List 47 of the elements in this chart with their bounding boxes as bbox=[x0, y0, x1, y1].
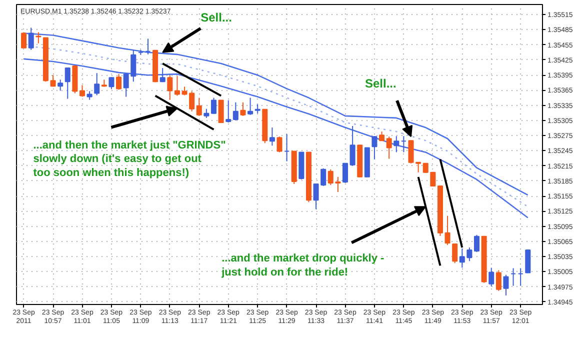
candlestick bbox=[116, 74, 122, 90]
candlestick bbox=[269, 127, 275, 146]
candlestick bbox=[510, 268, 516, 286]
annotation: Sell... bbox=[365, 76, 396, 91]
candlestick bbox=[452, 243, 458, 264]
candlestick bbox=[108, 76, 114, 90]
candlestick bbox=[386, 136, 392, 160]
candlestick bbox=[525, 250, 531, 274]
candlestick bbox=[145, 38, 151, 55]
candlestick bbox=[372, 136, 378, 160]
candlestick bbox=[28, 27, 34, 50]
candlestick bbox=[444, 215, 450, 246]
candlestick bbox=[394, 136, 400, 153]
candlestick bbox=[350, 126, 356, 166]
candlestick bbox=[94, 72, 100, 96]
candlestick bbox=[430, 172, 436, 188]
candlestick bbox=[284, 134, 290, 162]
candlestick bbox=[36, 32, 42, 44]
annotation: ...and then the market just "GRINDS" slowly down (it's easy to get out too soon when this happens!) bbox=[33, 139, 226, 179]
candlestick bbox=[496, 270, 502, 292]
candlestick bbox=[342, 162, 348, 184]
candlestick bbox=[379, 131, 385, 142]
candlestick bbox=[196, 97, 202, 116]
candlestick bbox=[218, 100, 224, 123]
candlestick bbox=[276, 136, 282, 153]
candlestick bbox=[160, 68, 166, 83]
candlestick bbox=[248, 97, 254, 116]
candlestick bbox=[174, 76, 180, 96]
candlestick bbox=[488, 267, 494, 287]
candlestick bbox=[79, 84, 86, 98]
candlestick bbox=[400, 136, 406, 153]
candlestick bbox=[232, 102, 238, 121]
candlestick bbox=[254, 104, 260, 114]
annotation: ...and the market drop quickly - just hold on for the ride! bbox=[220, 252, 385, 278]
candlestick bbox=[518, 268, 524, 286]
candlestick bbox=[474, 234, 480, 253]
candlestick bbox=[210, 97, 217, 114]
candlestick bbox=[226, 100, 232, 123]
candlestick bbox=[64, 68, 70, 100]
candlestick bbox=[240, 102, 246, 116]
candlestick bbox=[21, 32, 27, 48]
candlestick bbox=[58, 79, 64, 92]
candlestick bbox=[503, 274, 509, 296]
candlestick bbox=[422, 162, 428, 174]
annotation: Sell... bbox=[200, 10, 232, 24]
candlestick bbox=[204, 108, 210, 118]
candlestick bbox=[167, 74, 173, 100]
